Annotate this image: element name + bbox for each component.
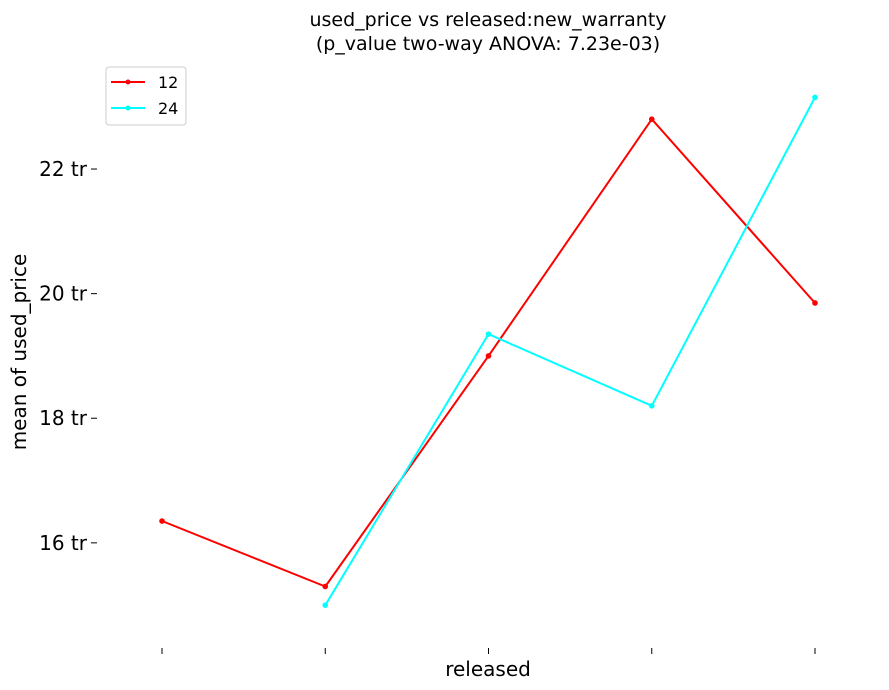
point-24-3 [648, 402, 655, 409]
chart-title-line2: (p_value two-way ANOVA: 7.23e-03) [316, 33, 660, 55]
y-tick-label-0: 16 tr [39, 531, 88, 555]
point-24-1 [322, 602, 329, 608]
point-12-3 [648, 116, 655, 122]
y-axis-label: mean of used_price [7, 254, 31, 451]
y-tick-label-1: 18 tr [39, 406, 88, 430]
chart-title-line1: used_price vs released:new_warranty [309, 9, 666, 31]
legend-marker-24 [125, 105, 131, 111]
point-24-4 [812, 94, 818, 101]
point-12-4 [812, 300, 818, 306]
point-12-2 [485, 353, 492, 359]
legend-marker-12 [125, 79, 131, 85]
series-line-24 [324, 96, 816, 606]
x-axis [161, 648, 816, 654]
legend-label-12: 12 [158, 73, 178, 92]
legend: 12 24 [105, 66, 187, 126]
series-layer [159, 94, 818, 608]
series-line-12 [161, 118, 816, 588]
point-24-2 [485, 331, 492, 337]
point-12-1 [322, 583, 329, 590]
x-axis-label: released [445, 657, 531, 681]
y-axis: 16 tr 18 tr 20 tr 22 tr [39, 157, 97, 555]
y-tick-label-3: 22 tr [39, 157, 88, 181]
point-12-0 [159, 518, 165, 524]
y-tick-label-2: 20 tr [39, 282, 88, 306]
legend-label-24: 24 [158, 99, 178, 118]
